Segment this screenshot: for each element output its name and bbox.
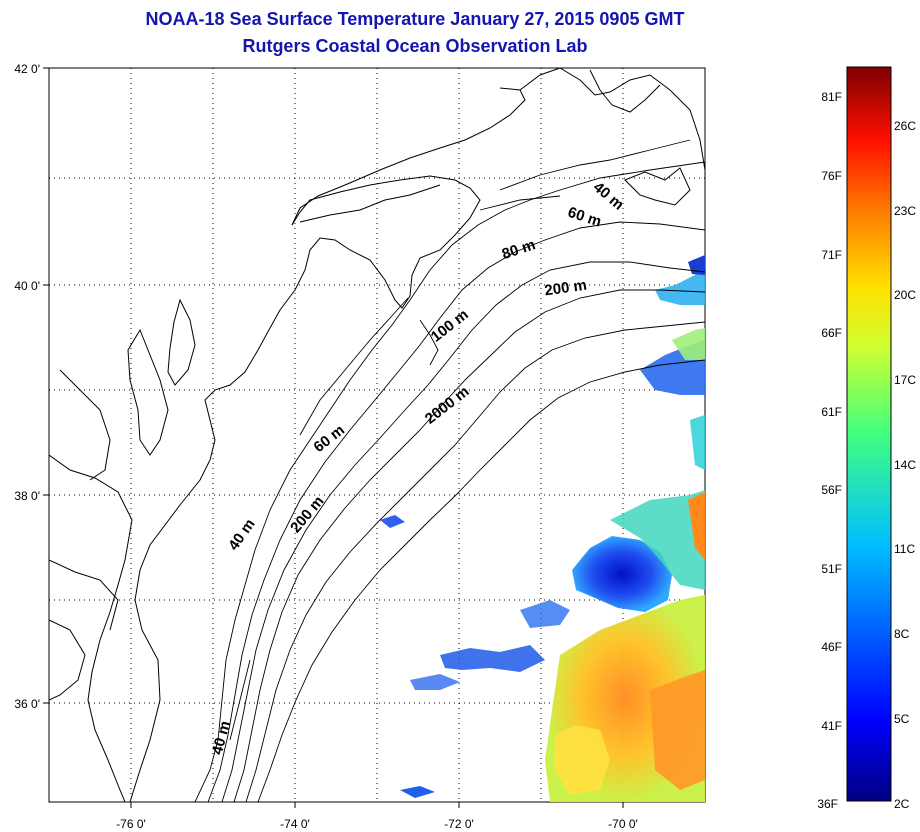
- cbar-f-46: 46F: [821, 640, 842, 654]
- cbar-c-23: 23C: [894, 204, 916, 218]
- cbar-c-2: 2C: [894, 797, 910, 811]
- cbar-f-81: 81F: [821, 90, 842, 104]
- cbar-f-56: 56F: [821, 483, 842, 497]
- cbar-f-36: 36F: [817, 797, 838, 811]
- x-tick-76: -76 0': [116, 817, 146, 831]
- x-tick-72: -72 0': [444, 817, 474, 831]
- axis-tick-marks: [43, 67, 624, 808]
- sst-data-layer: [380, 255, 705, 802]
- colorbar-celsius-labels: 26C 23C 20C 17C 14C 11C 8C 5C 2C: [894, 119, 916, 811]
- x-tick-74: -74 0': [280, 817, 310, 831]
- cbar-f-61: 61F: [821, 405, 842, 419]
- cbar-c-14: 14C: [894, 458, 916, 472]
- cbar-c-17: 17C: [894, 373, 916, 387]
- y-tick-36: 36 0': [14, 697, 40, 711]
- cbar-f-71: 71F: [821, 248, 842, 262]
- cbar-f-51: 51F: [821, 562, 842, 576]
- y-tick-42: 42 0': [14, 62, 40, 76]
- colorbar-fahrenheit-labels: 81F 76F 71F 66F 61F 56F 51F 46F 41F 36F: [817, 90, 842, 811]
- bathymetry-contours: [194, 139, 705, 802]
- cbar-c-11: 11C: [894, 542, 915, 556]
- cbar-f-41: 41F: [821, 719, 842, 733]
- cbar-c-8: 8C: [894, 627, 910, 641]
- map-subtitle: Rutgers Coastal Ocean Observation Lab: [242, 36, 588, 56]
- cbar-f-76: 76F: [821, 169, 842, 183]
- x-axis-labels: -76 0' -74 0' -72 0' -70 0': [116, 817, 638, 831]
- cbar-c-20: 20C: [894, 288, 916, 302]
- temperature-colorbar: [846, 66, 892, 802]
- map-title: NOAA-18 Sea Surface Temperature January …: [145, 9, 685, 29]
- cbar-c-26: 26C: [894, 119, 916, 133]
- y-tick-38: 38 0': [14, 489, 40, 503]
- x-tick-70: -70 0': [608, 817, 638, 831]
- coastline: [49, 68, 705, 802]
- contour-label-200m: 200 m: [543, 277, 587, 300]
- cbar-f-66: 66F: [821, 326, 842, 340]
- y-tick-40: 40 0': [14, 279, 40, 293]
- cbar-c-5: 5C: [894, 712, 910, 726]
- y-axis-labels: 42 0' 40 0' 38 0' 36 0': [14, 62, 40, 711]
